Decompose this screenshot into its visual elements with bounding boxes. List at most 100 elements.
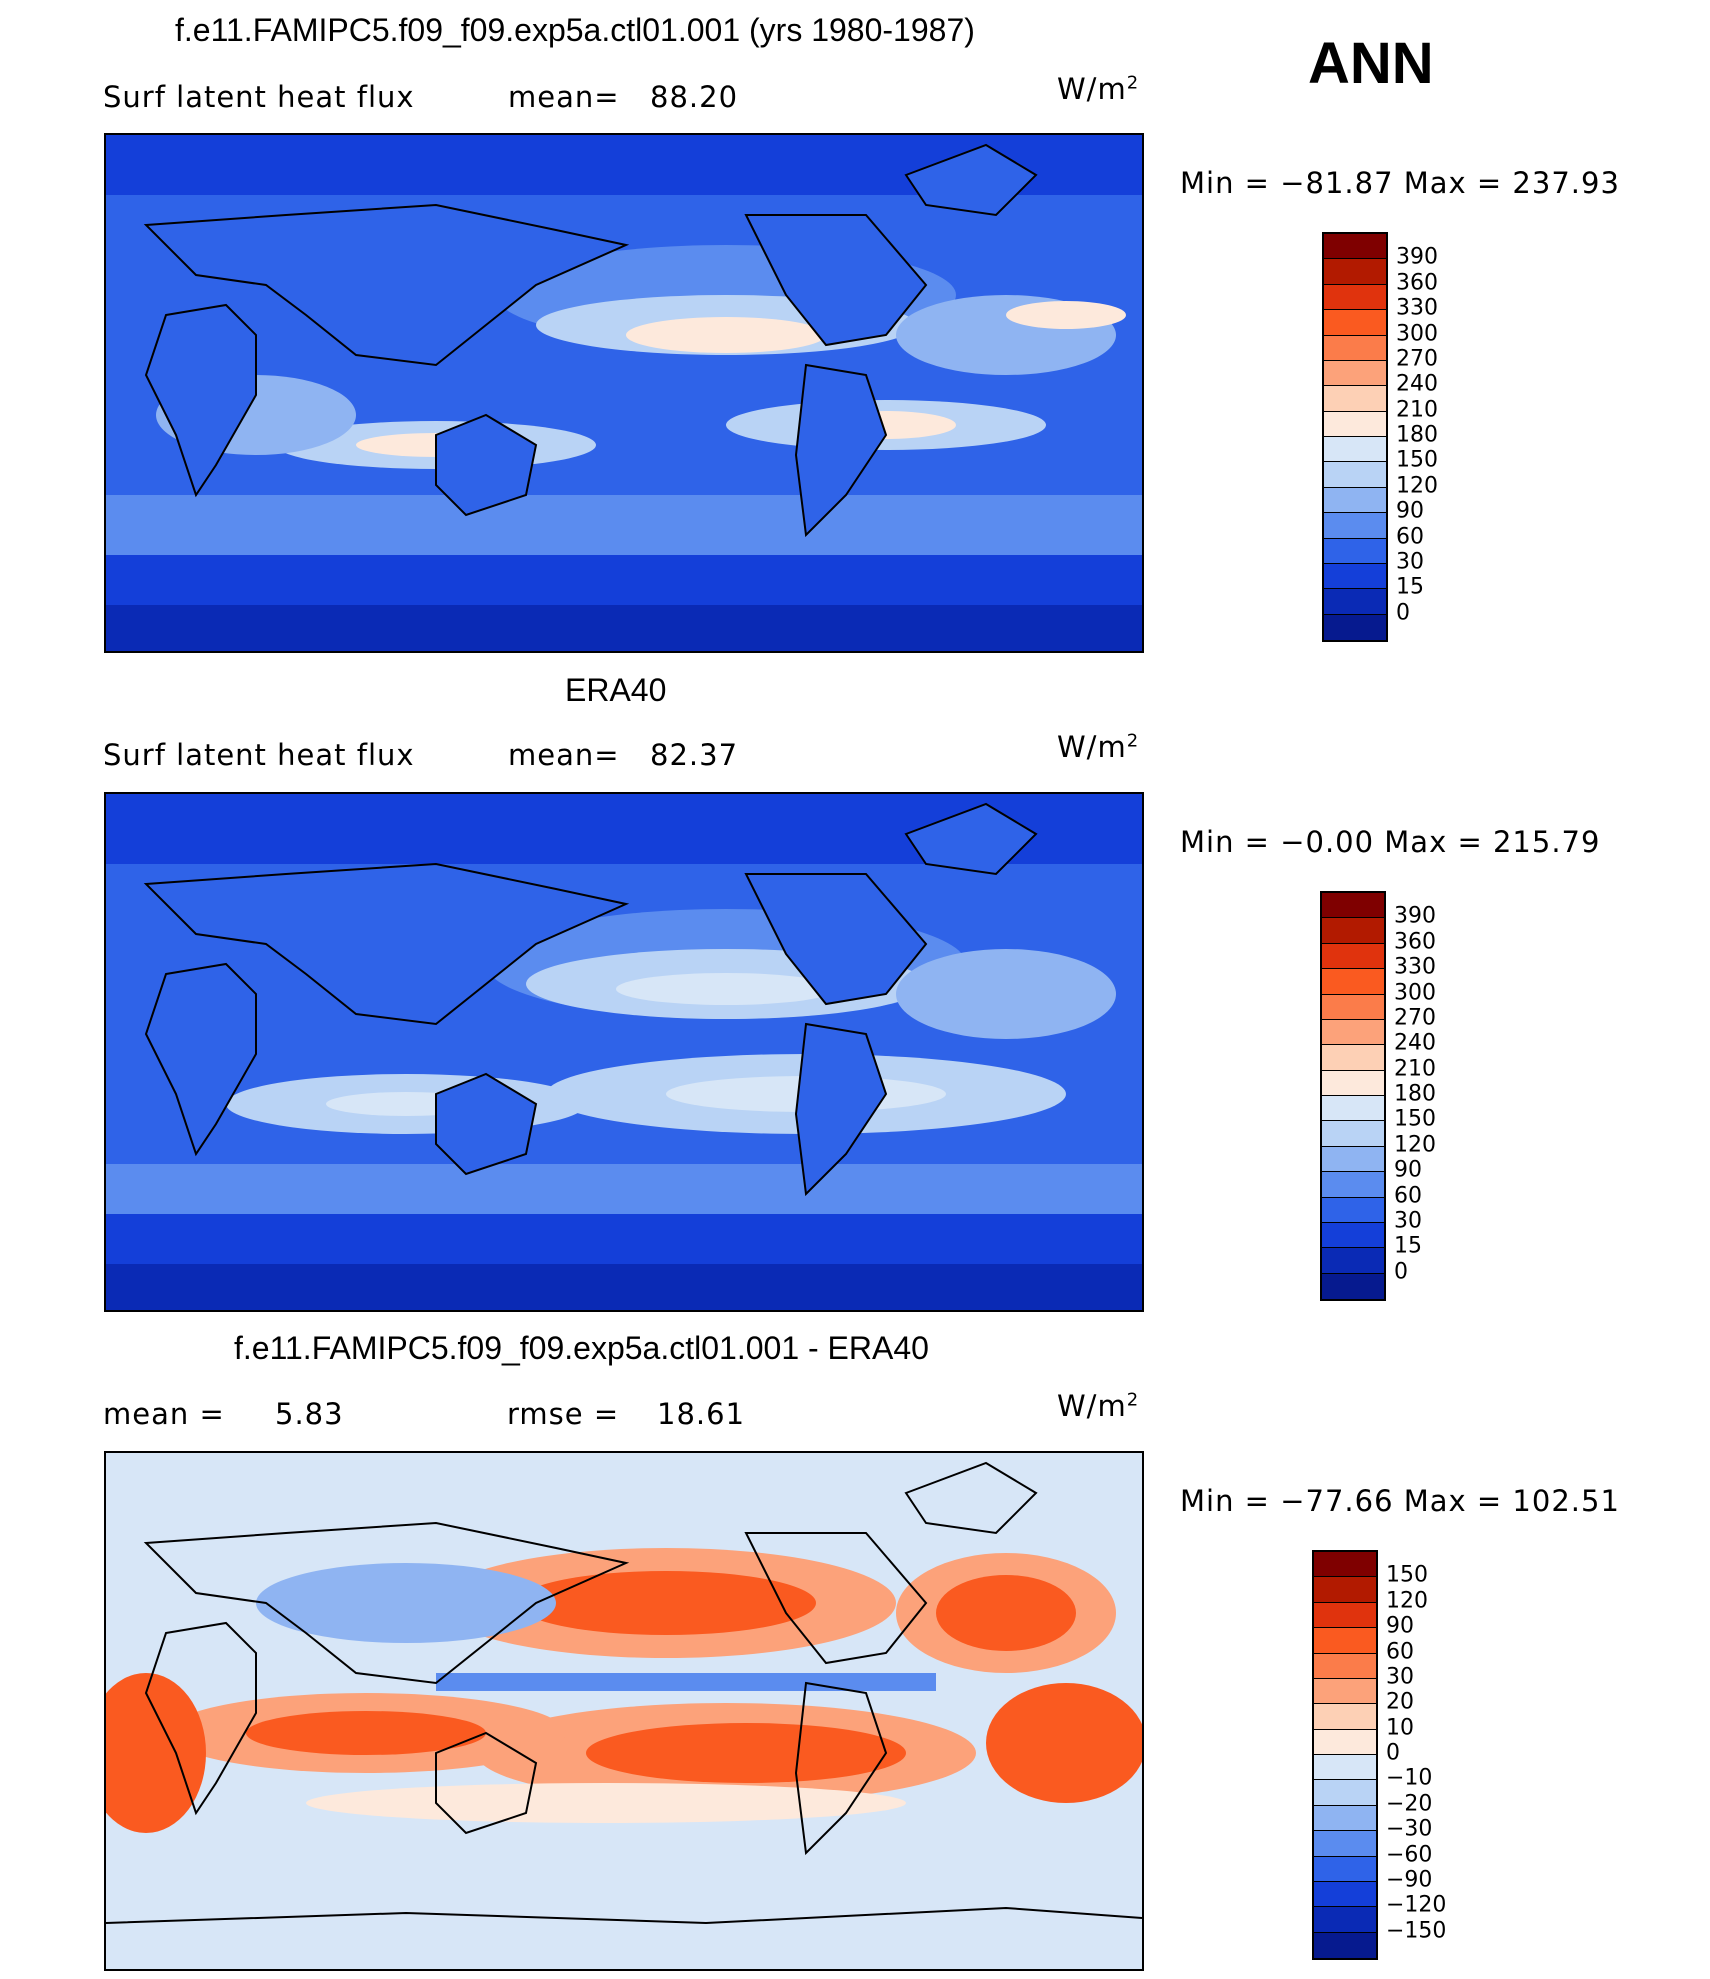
colorbar-segment (1314, 1755, 1376, 1781)
panel1-map (104, 133, 1144, 653)
colorbar-tick-label: 270 (1396, 346, 1438, 372)
colorbar-segment (1322, 1172, 1384, 1198)
colorbar-segment (1322, 943, 1384, 970)
colorbar-tick-label: 390 (1394, 903, 1436, 929)
colorbar-tick-label: 15 (1396, 574, 1424, 600)
colorbar-tick-label: 360 (1396, 270, 1438, 296)
colorbar-segment (1324, 538, 1386, 564)
panel1-colorbar (1322, 232, 1388, 642)
colorbar-segment (1322, 1146, 1384, 1173)
colorbar-tick-label: 90 (1396, 498, 1424, 524)
panel3-units: W/m2 (1057, 1389, 1140, 1423)
colorbar-segment (1314, 1805, 1376, 1832)
colorbar-segment (1314, 1678, 1376, 1705)
colorbar-tick-label: 150 (1386, 1562, 1428, 1588)
colorbar-segment (1314, 1628, 1376, 1654)
colorbar-tick-label: 210 (1396, 397, 1438, 423)
colorbar-segment (1314, 1932, 1376, 1958)
colorbar-tick-label: 300 (1396, 321, 1438, 346)
colorbar-segment (1322, 1197, 1384, 1223)
colorbar-tick-label: 210 (1394, 1056, 1436, 1082)
panel2-mean-label: mean= (508, 738, 620, 772)
colorbar-tick-label: −90 (1386, 1867, 1433, 1893)
colorbar-tick-label: −30 (1386, 1816, 1433, 1842)
colorbar-tick-label: 120 (1394, 1132, 1436, 1158)
colorbar-tick-label: 180 (1394, 1081, 1436, 1107)
panel3-colorbar (1312, 1550, 1378, 1960)
colorbar-segment (1314, 1602, 1376, 1629)
colorbar-segment (1324, 284, 1386, 311)
colorbar-segment (1314, 1729, 1376, 1755)
colorbar-segment (1314, 1704, 1376, 1730)
panel2-units: W/m2 (1057, 730, 1140, 764)
colorbar-segment (1322, 1222, 1384, 1249)
colorbar-segment (1322, 893, 1384, 919)
colorbar-segment (1314, 1653, 1376, 1679)
colorbar-segment (1314, 1831, 1376, 1857)
colorbar-tick-label: 60 (1394, 1183, 1422, 1208)
colorbar-segment (1324, 310, 1386, 336)
colorbar-segment (1322, 918, 1384, 944)
colorbar-segment (1324, 563, 1386, 590)
colorbar-segment (1314, 1780, 1376, 1806)
colorbar-tick-label: 330 (1396, 295, 1438, 321)
colorbar-tick-label: 30 (1386, 1664, 1414, 1690)
colorbar-tick-label: −20 (1386, 1791, 1433, 1817)
colorbar-segment (1324, 360, 1386, 387)
panel2-map (104, 792, 1144, 1312)
colorbar-segment (1322, 1096, 1384, 1122)
colorbar-segment (1322, 1121, 1384, 1147)
colorbar-segment (1322, 1070, 1384, 1096)
colorbar-tick-label: 0 (1396, 600, 1410, 626)
colorbar-segment (1322, 1273, 1384, 1299)
panel3-title: f.e11.FAMIPC5.f09_f09.exp5a.ctl01.001 - … (234, 1330, 929, 1366)
colorbar-tick-label: 90 (1386, 1613, 1414, 1639)
colorbar-tick-label: 360 (1394, 929, 1436, 955)
colorbar-tick-label: 60 (1396, 524, 1424, 549)
colorbar-segment (1314, 1881, 1376, 1908)
colorbar-segment (1324, 437, 1386, 463)
panel2-title: ERA40 (565, 672, 667, 708)
panel3-map (104, 1451, 1144, 1971)
colorbar-tick-label: 240 (1396, 371, 1438, 397)
colorbar-tick-label: 20 (1386, 1689, 1414, 1715)
colorbar-segment (1324, 614, 1386, 640)
colorbar-segment (1324, 513, 1386, 539)
colorbar-tick-label: −150 (1386, 1918, 1447, 1944)
panel3-mean-value: 5.83 (275, 1397, 344, 1431)
season-label: ANN (1308, 31, 1434, 96)
colorbar-segment (1324, 462, 1386, 488)
panel1-variable-label: Surf latent heat flux (103, 80, 415, 114)
panel2-minmax: Min = −0.00 Max = 215.79 (1180, 825, 1601, 859)
colorbar-tick-label: 30 (1394, 1208, 1422, 1234)
colorbar-tick-label: 10 (1386, 1715, 1414, 1741)
colorbar-tick-label: 0 (1386, 1740, 1400, 1766)
panel1-mean-value: 88.20 (650, 80, 739, 114)
colorbar-segment (1314, 1577, 1376, 1603)
panel3-mean-label: mean = (103, 1397, 225, 1431)
colorbar-tick-label: 0 (1394, 1259, 1408, 1285)
colorbar-segment (1322, 1045, 1384, 1071)
colorbar-segment (1324, 589, 1386, 615)
panel2-mean-value: 82.37 (650, 738, 739, 772)
panel1-mean-label: mean= (508, 80, 620, 114)
colorbar-tick-label: 270 (1394, 1005, 1436, 1031)
colorbar-tick-label: 60 (1386, 1639, 1414, 1664)
colorbar-tick-label: 120 (1396, 473, 1438, 499)
colorbar-tick-label: 390 (1396, 244, 1438, 270)
colorbar-tick-label: 330 (1394, 954, 1436, 980)
panel2-variable-label: Surf latent heat flux (103, 738, 415, 772)
panel2-colorbar (1320, 891, 1386, 1301)
colorbar-segment (1324, 259, 1386, 285)
colorbar-tick-label: −60 (1386, 1842, 1433, 1867)
colorbar-segment (1314, 1552, 1376, 1578)
panel3-minmax: Min = −77.66 Max = 102.51 (1180, 1484, 1620, 1518)
colorbar-tick-label: 150 (1396, 447, 1438, 473)
colorbar-segment (1324, 487, 1386, 514)
colorbar-tick-label: 30 (1396, 549, 1424, 575)
colorbar-tick-label: −10 (1386, 1765, 1433, 1791)
colorbar-segment (1322, 969, 1384, 995)
colorbar-tick-label: 150 (1394, 1106, 1436, 1132)
panel3-rmse-value: 18.61 (657, 1397, 746, 1431)
panel1-minmax: Min = −81.87 Max = 237.93 (1180, 166, 1620, 200)
